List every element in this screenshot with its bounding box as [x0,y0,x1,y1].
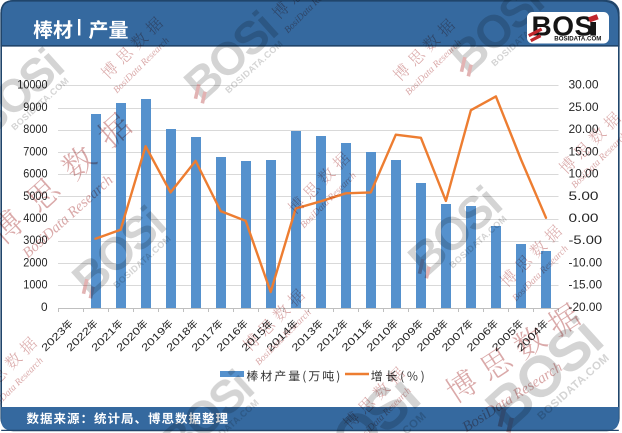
svg-text:0: 0 [41,300,48,314]
svg-text:BOS: BOS [532,11,594,42]
svg-text:5000: 5000 [23,189,48,203]
svg-text:5.00: 5.00 [569,189,600,203]
svg-text:8000: 8000 [23,122,48,136]
svg-text:-10.00: -10.00 [569,255,603,269]
svg-text:BOSIDATA.COM: BOSIDATA.COM [554,36,601,43]
svg-text:20.00: 20.00 [569,122,599,136]
svg-text:7000: 7000 [23,144,48,158]
svg-text:-20.00: -20.00 [569,300,603,314]
svg-text:3000: 3000 [23,233,48,247]
svg-text:25.00: 25.00 [569,100,599,114]
svg-text:30.00: 30.00 [569,78,599,92]
svg-text:4000: 4000 [23,211,48,225]
svg-text:2000: 2000 [23,255,48,269]
svg-text:-5.00: -5.00 [569,233,603,247]
svg-text:1000: 1000 [23,278,48,292]
svg-text:6000: 6000 [23,167,48,181]
svg-text:0.00: 0.00 [569,211,600,225]
svg-text:-15.00: -15.00 [569,278,603,292]
